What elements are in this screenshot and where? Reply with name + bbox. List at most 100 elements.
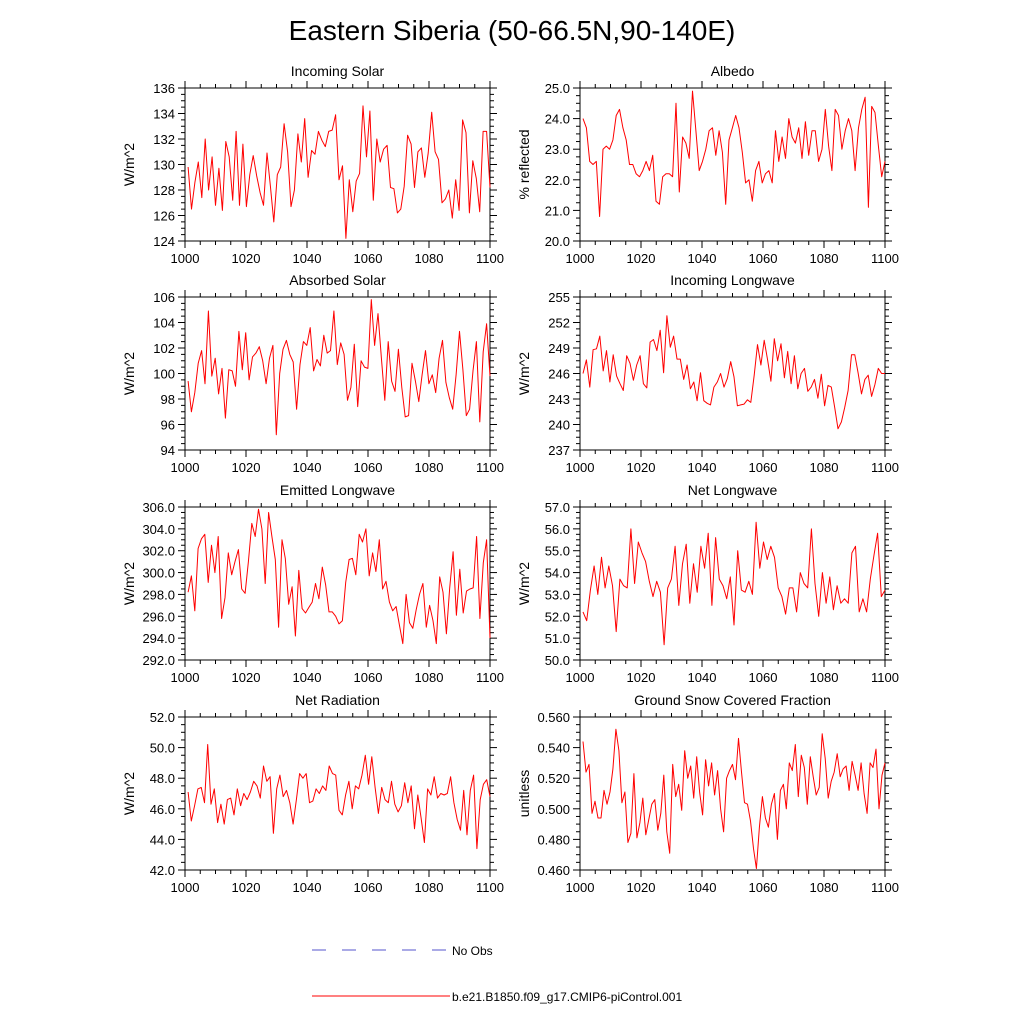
chart-1-series-0-line [582, 90, 886, 217]
chart-6-series-0-line [187, 744, 491, 850]
panel-grid: Incoming Solar W/m^2 124 126 128 130 132 134 136… [121, 63, 899, 895]
chart-7-ytick-label: 0.480 [537, 832, 570, 847]
chart-6-ytick-label: 42.0 [150, 863, 175, 878]
chart-3-ylabel: W/m^2 [516, 352, 532, 395]
chart-2-xtick-label: 1080 [415, 460, 444, 475]
chart-3-xtick-label: 1060 [749, 460, 778, 475]
chart-4-ytick-label: 300.0 [142, 566, 175, 581]
chart-7-xtick-label: 1080 [810, 880, 839, 895]
chart-7-xtick-label: 1020 [627, 880, 656, 895]
chart-7-xtick-label: 1100 [871, 880, 899, 895]
chart-1-xtick-label: 1080 [810, 251, 839, 266]
chart-4-xtick-label: 1000 [171, 670, 200, 685]
chart-7-ytick-label: 0.540 [537, 741, 570, 756]
chart-0-ytick-label: 128 [153, 183, 175, 198]
chart-6-ytick-label: 46.0 [150, 802, 175, 817]
chart-5-ytick-label: 54.0 [545, 566, 570, 581]
chart-7-xtick-label: 1000 [566, 880, 595, 895]
chart-6-xtick-label: 1020 [232, 880, 261, 895]
chart-1-panel: Albedo % reflected 20.0 21.0 22.0 23.0 24.0 25.… [516, 63, 899, 266]
chart-1-xtick-label: 1020 [627, 251, 656, 266]
chart-1-xtick-label: 1060 [749, 251, 778, 266]
chart-2-plot-frame [184, 296, 491, 451]
chart-0-xtick-label: 1060 [354, 251, 383, 266]
chart-5-ytick-label: 50.0 [545, 653, 570, 668]
chart-3-ytick-label: 240 [548, 418, 570, 433]
chart-5-series-0-line [582, 521, 886, 646]
chart-7-ylabel: unitless [516, 770, 532, 817]
chart-0-ytick-label: 132 [153, 132, 175, 147]
chart-5-ytick-label: 57.0 [545, 500, 570, 515]
chart-6-ytick-label: 44.0 [150, 832, 175, 847]
chart-0-ylabel: W/m^2 [121, 143, 137, 186]
chart-3-ytick-label: 252 [548, 316, 570, 331]
chart-6-xtick-label: 1100 [476, 880, 504, 895]
chart-6-xtick-label: 1040 [293, 880, 322, 895]
chart-4-title: Emitted Longwave [280, 482, 395, 498]
chart-0-ytick-label: 124 [153, 234, 175, 249]
chart-2-xtick-label: 1020 [232, 460, 261, 475]
chart-5-xtick-label: 1100 [871, 670, 899, 685]
chart-3-ytick-label: 237 [548, 443, 570, 458]
chart-3-panel: Incoming Longwave W/m^2 237 240 243 246 249 252… [516, 272, 899, 475]
chart-6-ytick-label: 52.0 [150, 710, 175, 725]
chart-5-xtick-label: 1080 [810, 670, 839, 685]
chart-2-xtick-label: 1060 [354, 460, 383, 475]
chart-2-ylabel: W/m^2 [121, 352, 137, 395]
chart-4-ytick-label: 292.0 [142, 653, 175, 668]
legend: No Obs b.e21.B1850.f09_g17.CMIP6-piContr… [312, 944, 682, 1004]
chart-0-xtick-label: 1020 [232, 251, 261, 266]
chart-1-ytick-label: 20.0 [545, 234, 570, 249]
chart-7-ytick-label: 0.560 [537, 710, 570, 725]
chart-6-ytick-label: 48.0 [150, 771, 175, 786]
chart-6-panel: Net Radiation W/m^2 42.0 44.0 46.0 48.0 50.0 52… [121, 692, 504, 895]
chart-0-xtick-label: 1000 [171, 251, 200, 266]
chart-5-xtick-label: 1040 [688, 670, 717, 685]
chart-5-title: Net Longwave [688, 482, 778, 498]
chart-0-ytick-label: 134 [153, 107, 175, 122]
chart-3-ytick-label: 246 [548, 367, 570, 382]
chart-6-title: Net Radiation [295, 692, 380, 708]
chart-1-ylabel: % reflected [516, 129, 532, 199]
chart-2-ytick-label: 96 [161, 418, 175, 433]
chart-5-ytick-label: 56.0 [545, 522, 570, 537]
chart-4-ytick-label: 304.0 [142, 522, 175, 537]
chart-0-xtick-label: 1040 [293, 251, 322, 266]
chart-2-xtick-label: 1040 [293, 460, 322, 475]
chart-2-ytick-label: 102 [153, 341, 175, 356]
chart-2-title: Absorbed Solar [289, 272, 386, 288]
chart-7-plot-frame [579, 716, 886, 871]
chart-0-title: Incoming Solar [291, 63, 385, 79]
chart-4-panel: Emitted Longwave W/m^2 292.0 294.0 296.0 298.… [121, 482, 504, 685]
chart-6-ytick-label: 50.0 [150, 741, 175, 756]
chart-0-ytick-label: 136 [153, 81, 175, 96]
chart-1-xtick-label: 1040 [688, 251, 717, 266]
chart-1-ytick-label: 25.0 [545, 81, 570, 96]
chart-3-xtick-label: 1040 [688, 460, 717, 475]
chart-6-ylabel: W/m^2 [121, 772, 137, 815]
chart-4-ytick-label: 298.0 [142, 587, 175, 602]
chart-3-title: Incoming Longwave [670, 272, 795, 288]
chart-1-ytick-label: 21.0 [545, 203, 570, 218]
chart-4-ytick-label: 296.0 [142, 609, 175, 624]
chart-2-ytick-label: 106 [153, 290, 175, 305]
chart-4-plot-frame [184, 506, 491, 661]
legend-model-label: b.e21.B1850.f09_g17.CMIP6-piControl.001 [452, 990, 682, 1004]
chart-2-ytick-label: 104 [153, 316, 175, 331]
chart-4-xtick-label: 1060 [354, 670, 383, 685]
chart-2-ytick-label: 100 [153, 367, 175, 382]
chart-5-ytick-label: 53.0 [545, 587, 570, 602]
chart-5-panel: Net Longwave W/m^2 50.0 51.0 52.0 53.0 54.0 55.… [516, 482, 899, 685]
chart-0-xtick-label: 1080 [415, 251, 444, 266]
chart-3-xtick-label: 1080 [810, 460, 839, 475]
chart-4-ytick-label: 306.0 [142, 500, 175, 515]
chart-5-xtick-label: 1060 [749, 670, 778, 685]
chart-1-xtick-label: 1100 [871, 251, 899, 266]
figure-title: Eastern Siberia (50-66.5N,90-140E) [289, 15, 736, 46]
chart-7-title: Ground Snow Covered Fraction [634, 692, 831, 708]
chart-7-ytick-label: 0.500 [537, 802, 570, 817]
chart-5-plot-frame [579, 506, 886, 661]
chart-1-ytick-label: 23.0 [545, 142, 570, 157]
chart-1-plot-frame [579, 87, 886, 242]
